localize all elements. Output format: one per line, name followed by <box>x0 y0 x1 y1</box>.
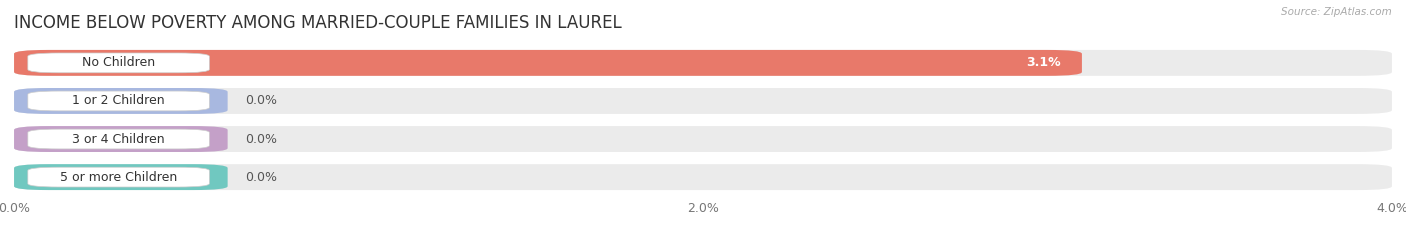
Text: INCOME BELOW POVERTY AMONG MARRIED-COUPLE FAMILIES IN LAUREL: INCOME BELOW POVERTY AMONG MARRIED-COUPL… <box>14 14 621 32</box>
FancyBboxPatch shape <box>28 129 209 149</box>
FancyBboxPatch shape <box>14 50 1083 76</box>
Text: Source: ZipAtlas.com: Source: ZipAtlas.com <box>1281 7 1392 17</box>
Text: 5 or more Children: 5 or more Children <box>60 171 177 184</box>
FancyBboxPatch shape <box>14 164 228 190</box>
FancyBboxPatch shape <box>14 164 1392 190</box>
Text: 0.0%: 0.0% <box>245 133 277 146</box>
FancyBboxPatch shape <box>14 126 1392 152</box>
Text: 0.0%: 0.0% <box>245 171 277 184</box>
Text: 0.0%: 0.0% <box>245 94 277 107</box>
FancyBboxPatch shape <box>14 126 228 152</box>
Text: No Children: No Children <box>82 56 155 69</box>
FancyBboxPatch shape <box>28 167 209 187</box>
FancyBboxPatch shape <box>14 88 228 114</box>
FancyBboxPatch shape <box>14 50 1392 76</box>
FancyBboxPatch shape <box>14 88 1392 114</box>
Text: 3 or 4 Children: 3 or 4 Children <box>72 133 165 146</box>
Text: 3.1%: 3.1% <box>1026 56 1062 69</box>
FancyBboxPatch shape <box>28 53 209 73</box>
Text: 1 or 2 Children: 1 or 2 Children <box>72 94 165 107</box>
FancyBboxPatch shape <box>28 91 209 111</box>
